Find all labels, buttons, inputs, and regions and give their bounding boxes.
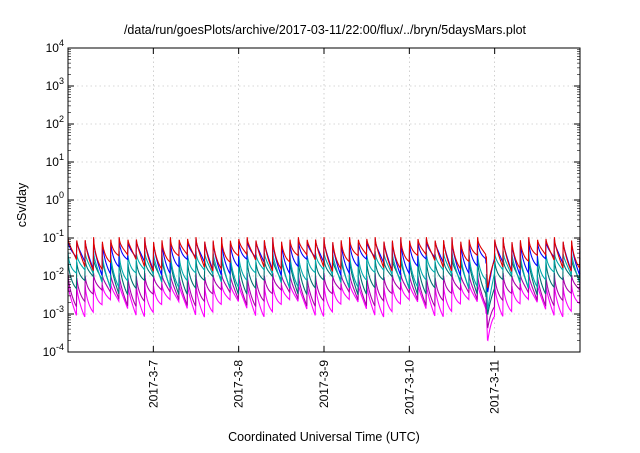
x-tick-label: 2017-3-11 — [488, 360, 502, 414]
y-tick-label: 101 — [46, 152, 64, 169]
y-tick-label: 10-3 — [43, 304, 64, 321]
series-group — [67, 237, 581, 342]
y-tick-label: 10-1 — [43, 228, 64, 245]
x-tick-label: 2017-3-10 — [402, 360, 416, 415]
x-tick-label: 2017-3-9 — [317, 360, 331, 408]
y-tick-label: 100 — [46, 190, 64, 207]
series-line — [67, 237, 581, 289]
y-tick-label: 102 — [46, 114, 64, 131]
y-tick-label: 104 — [46, 38, 64, 55]
y-tick-label: 103 — [46, 76, 64, 93]
x-tick-label: 2017-3-8 — [232, 360, 246, 408]
x-axis: 2017-3-7 2017-3-8 2017-3-9 2017-3-10 2017-3-… — [146, 48, 502, 415]
y-axis: 10-4 10-3 10-2 10-1 100 101 102 103 104 — [43, 38, 580, 359]
y-tick-label: 10-4 — [43, 342, 64, 359]
y-axis-label: cSv/day — [15, 182, 29, 227]
chart-title: /data/run/goesPlots/archive/2017-03-11/2… — [124, 23, 527, 37]
x-tick-label: 2017-3-7 — [146, 360, 160, 408]
y-tick-label: 10-2 — [43, 266, 64, 283]
x-axis-label: Coordinated Universal Time (UTC) — [228, 430, 420, 444]
